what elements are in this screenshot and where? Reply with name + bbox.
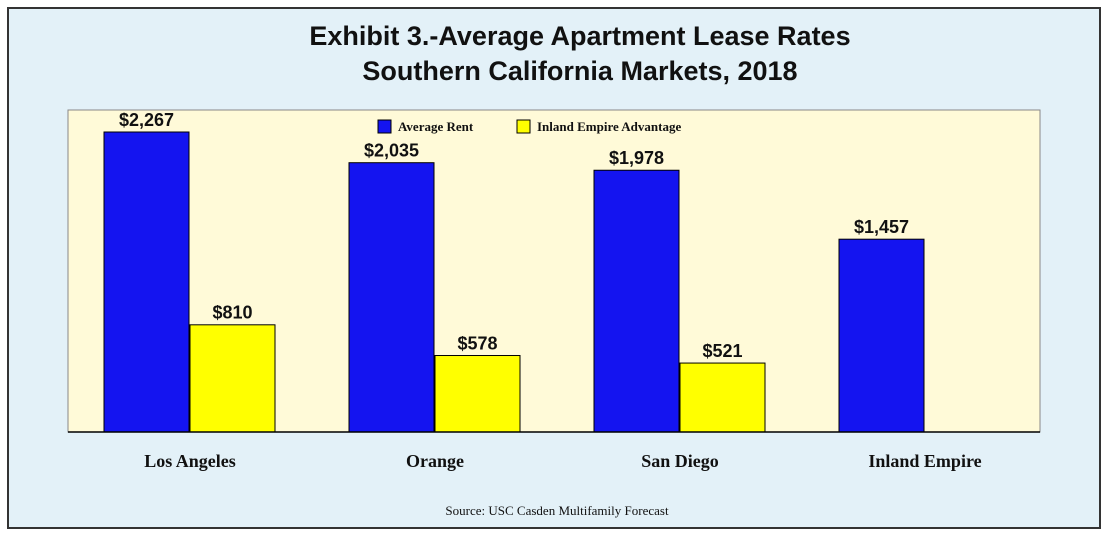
chart-title: Exhibit 3.-Average Apartment Lease Rates	[309, 21, 850, 51]
x-tick-label: Inland Empire	[868, 451, 981, 471]
chart-subtitle: Southern California Markets, 2018	[362, 56, 797, 86]
value-label: $521	[702, 341, 742, 361]
bar	[348, 162, 435, 433]
x-tick-label: Los Angeles	[144, 451, 236, 471]
x-tick-label: Orange	[406, 451, 464, 471]
legend-swatch	[377, 119, 392, 134]
x-tick-label: San Diego	[641, 451, 719, 471]
bar	[103, 131, 190, 433]
value-label: $1,457	[854, 217, 909, 237]
bar	[679, 362, 766, 433]
legend-swatch	[516, 119, 531, 134]
source: Source: USC Casden Multifamily Forecast	[445, 503, 669, 518]
value-label: $578	[457, 333, 497, 353]
bar	[838, 238, 925, 433]
bar	[189, 324, 276, 433]
value-label: $2,267	[119, 110, 174, 130]
bar	[593, 169, 680, 433]
value-label: $1,978	[609, 148, 664, 168]
value-label: $2,035	[364, 140, 419, 160]
bar	[434, 355, 521, 433]
legend-label: Inland Empire Advantage	[537, 119, 681, 134]
legend-label: Average Rent	[398, 119, 474, 134]
value-label: $810	[212, 303, 252, 323]
